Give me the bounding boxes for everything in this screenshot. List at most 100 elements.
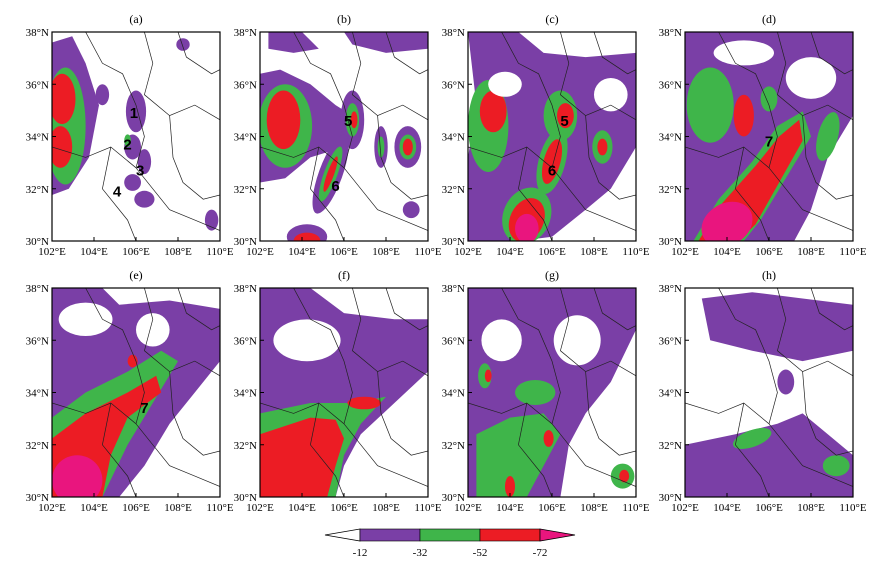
lat-tick-label: 38°N [26,27,49,39]
shading-field [260,288,428,497]
lat-tick-label: 32°N [442,440,465,452]
lat-tick-label: 30°N [442,492,465,504]
lat-tick-label: 38°N [234,283,257,295]
lat-tick-label: 30°N [26,236,49,248]
lon-tick-label: 108°E [580,246,608,258]
system-number-label: 5 [560,113,568,130]
lat-tick-label: 38°N [659,283,682,295]
province-borders [52,288,220,497]
system-number-label: 4 [113,183,122,200]
shading-field [468,288,636,497]
lat-tick-label: 30°N [234,492,257,504]
lat-tick-label: 32°N [26,440,49,452]
lon-tick-label: 110°E [414,246,441,258]
panel-label: (g) [545,268,559,282]
lon-tick-label: 102°E [454,502,482,514]
colorbar-label-3: -52 [473,547,488,559]
lat-tick-label: 30°N [234,236,257,248]
lon-tick-label: 102°E [246,246,274,258]
lat-tick-label: 34°N [26,388,49,400]
colorbar-arrow-magenta [539,528,576,542]
lat-tick-label: 30°N [26,492,49,504]
lat-tick-label: 38°N [26,283,49,295]
lat-tick-label: 32°N [234,440,257,452]
lat-tick-label: 32°N [26,184,49,196]
shading-field [52,288,220,497]
lon-tick-label: 104°E [496,502,524,514]
lat-tick-label: 32°N [659,440,682,452]
lat-tick-label: 34°N [26,132,49,144]
colorbar-label-4: -72 [533,547,548,559]
lon-tick-label: 106°E [538,502,566,514]
lon-tick-label: 110°E [206,246,233,258]
lat-tick-label: 36°N [442,79,465,91]
panel-label: (a) [129,12,142,26]
panel-label: (e) [129,268,142,282]
lon-tick-label: 104°E [713,246,741,258]
system-number-label: 6 [548,163,556,180]
lat-tick-label: 36°N [26,335,49,347]
lon-tick-label: 102°E [454,246,482,258]
lat-tick-label: 32°N [659,184,682,196]
panel-label: (f) [338,268,350,282]
lat-tick-label: 34°N [659,132,682,144]
colorbar-segment-purple [359,528,421,542]
colorbar-segment-green [419,528,481,542]
province-borders [260,288,428,497]
lon-tick-label: 106°E [755,502,783,514]
lon-tick-label: 106°E [122,502,150,514]
province-borders [468,32,636,241]
panel-label: (b) [337,12,351,26]
lat-tick-label: 34°N [442,132,465,144]
province-borders [685,32,853,241]
shading-field [685,288,853,497]
shading-field [468,32,636,241]
lon-tick-label: 102°E [246,502,274,514]
lon-tick-label: 106°E [122,246,150,258]
lon-tick-label: 104°E [496,246,524,258]
lat-tick-label: 36°N [442,335,465,347]
lon-tick-label: 104°E [80,246,108,258]
lat-tick-label: 36°N [659,335,682,347]
shading-field [52,32,220,241]
lon-tick-label: 102°E [671,246,699,258]
system-number-label: 6 [331,178,339,195]
lat-tick-label: 32°N [234,184,257,196]
lat-tick-label: 38°N [442,27,465,39]
panel-label: (d) [762,12,776,26]
province-borders [685,288,853,497]
lon-tick-label: 104°E [288,502,316,514]
lon-tick-label: 110°E [839,502,866,514]
lon-tick-label: 110°E [414,502,441,514]
colorbar-label-1: -12 [353,547,368,559]
lat-tick-label: 36°N [26,79,49,91]
lon-tick-label: 110°E [839,246,866,258]
lat-tick-label: 38°N [234,27,257,39]
lat-tick-label: 36°N [234,335,257,347]
lon-tick-label: 104°E [713,502,741,514]
lat-tick-label: 38°N [659,27,682,39]
lon-tick-label: 108°E [797,502,825,514]
panel-label: (h) [762,268,776,282]
shading-field [260,32,428,241]
lon-tick-label: 104°E [288,246,316,258]
lon-tick-label: 106°E [330,246,358,258]
system-number-label: 7 [765,134,773,151]
lon-tick-label: 102°E [38,502,66,514]
shading-field [685,32,853,241]
lon-tick-label: 102°E [671,502,699,514]
lon-tick-label: 110°E [622,502,649,514]
system-number-label: 1 [130,105,138,122]
province-borders [260,32,428,241]
lat-tick-label: 30°N [659,236,682,248]
system-number-label: 7 [140,400,148,417]
